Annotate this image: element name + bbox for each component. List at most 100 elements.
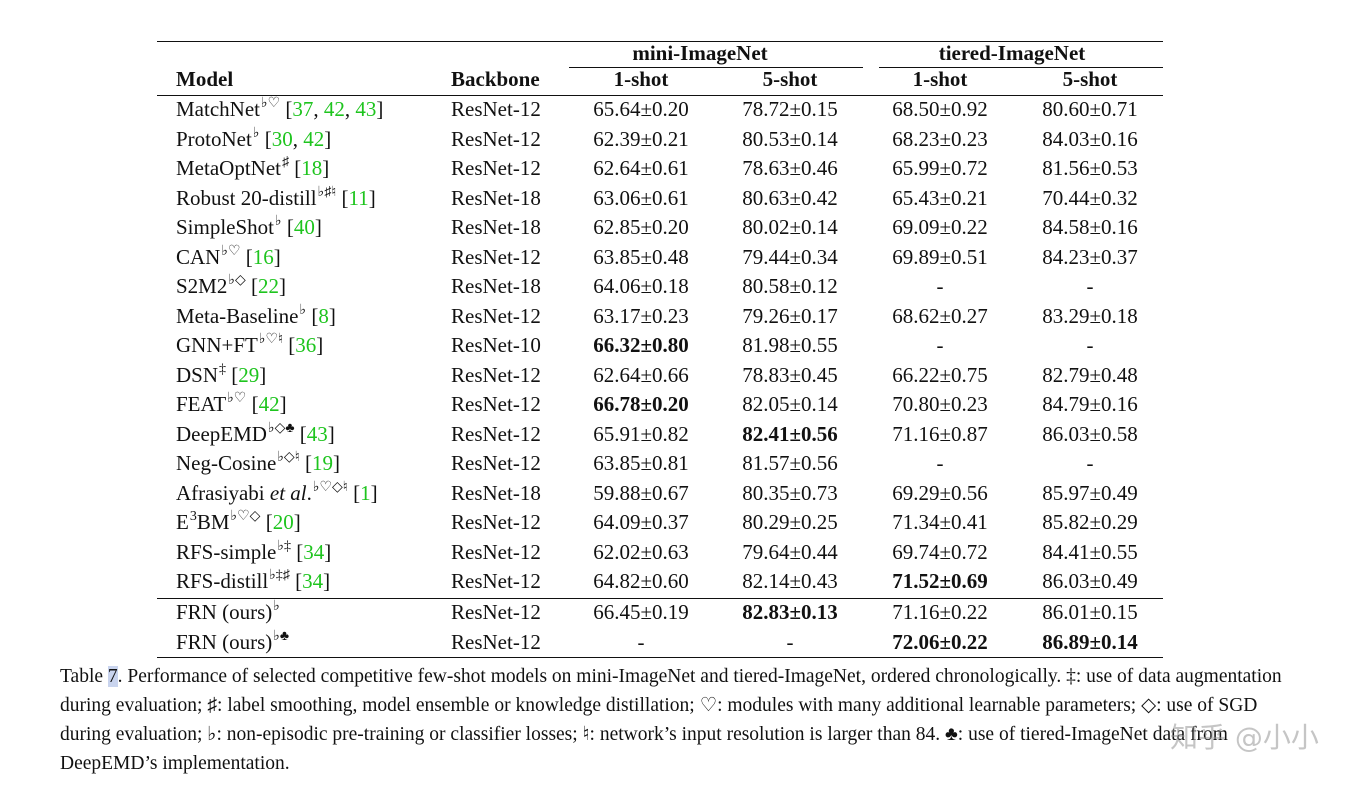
citation-link[interactable]: 20: [272, 510, 294, 534]
accuracy-cell: 66.32±0.80: [593, 333, 689, 357]
model-label: SimpleShot: [176, 215, 275, 239]
accuracy-cell: 84.41±0.55: [1042, 539, 1138, 564]
accuracy-cell: 68.62±0.27: [892, 303, 988, 328]
accuracy-cell: 78.63±0.46: [742, 156, 838, 180]
backbone-cell: ResNet-12: [451, 303, 541, 328]
citation-link[interactable]: 8: [318, 303, 329, 328]
citation-link[interactable]: 36: [295, 333, 317, 357]
citation-link[interactable]: 34: [302, 569, 324, 593]
model-annotation-symbols: ♭: [273, 599, 280, 614]
model-name: DSN‡ [29]: [176, 361, 267, 387]
model-label: FRN (ours): [176, 629, 273, 654]
accuracy-cell: 79.64±0.44: [742, 539, 838, 564]
tiered-cmidrule: [879, 67, 1163, 68]
accuracy-cell: 63.06±0.61: [593, 185, 689, 210]
citation-link[interactable]: 43: [355, 97, 377, 121]
header-backbone: Backbone: [451, 67, 540, 91]
citation-link[interactable]: 22: [257, 274, 279, 298]
accuracy-cell: 62.39±0.21: [593, 126, 689, 151]
backbone-cell: ResNet-12: [451, 629, 541, 654]
accuracy-cell: 62.85±0.20: [593, 215, 689, 239]
citation-link[interactable]: 42: [258, 392, 280, 416]
citation-link[interactable]: 42: [303, 126, 325, 151]
accuracy-cell: 68.23±0.23: [892, 126, 988, 151]
model-name: Meta-Baseline♭ [8]: [176, 302, 336, 328]
header-rule: [157, 95, 1163, 96]
model-name: FEAT♭♡ [42]: [176, 391, 287, 416]
backbone-cell: ResNet-12: [451, 126, 541, 151]
header-tiered-1shot: 1-shot: [912, 67, 968, 91]
citation-link[interactable]: 40: [293, 215, 315, 239]
accuracy-cell: 65.99±0.72: [892, 156, 988, 180]
citation-link[interactable]: 37: [292, 97, 314, 121]
header-mini-5shot: 5-shot: [762, 67, 818, 91]
accuracy-cell: 59.88±0.67: [593, 480, 689, 505]
accuracy-cell: -: [786, 629, 794, 654]
citation-link[interactable]: 16: [252, 244, 274, 269]
model-name: ProtoNet♭ [30, 42]: [176, 125, 332, 151]
accuracy-cell: -: [637, 629, 645, 654]
watermark: 知乎 @小小: [1170, 721, 1319, 754]
model-label-superscript: 3: [189, 509, 197, 524]
accuracy-cell: 65.43±0.21: [892, 185, 988, 210]
accuracy-cell: 86.01±0.15: [1042, 600, 1138, 624]
backbone-cell: ResNet-12: [451, 244, 541, 269]
model-annotation-symbols: ♭‡: [277, 538, 291, 554]
model-name: FRN (ours)♭: [176, 599, 280, 628]
model-label: FRN (ours): [176, 600, 273, 624]
accuracy-cell: 81.57±0.56: [742, 451, 838, 475]
accuracy-cell: 65.91±0.82: [593, 421, 689, 446]
accuracy-cell: 63.17±0.23: [593, 303, 689, 328]
accuracy-cell: 78.72±0.15: [742, 97, 838, 121]
accuracy-cell: 80.29±0.25: [742, 510, 838, 534]
citation-link[interactable]: 30: [271, 126, 293, 151]
backbone-cell: ResNet-12: [451, 392, 541, 416]
accuracy-cell: 66.22±0.75: [892, 362, 988, 387]
citation-link[interactable]: 34: [303, 539, 325, 564]
model-name: FRN (ours)♭♣: [176, 629, 289, 658]
model-name: Robust 20-distill♭♯♮ [11]: [176, 184, 376, 210]
accuracy-cell: 80.35±0.73: [742, 480, 838, 505]
accuracy-cell: 84.03±0.16: [1042, 126, 1138, 151]
accuracy-cell: -: [1086, 333, 1094, 357]
accuracy-cell: 82.79±0.48: [1042, 362, 1138, 387]
backbone-cell: ResNet-18: [451, 274, 541, 298]
citation-link[interactable]: 1: [360, 480, 371, 505]
bottom-rule: [157, 657, 1163, 659]
citation-link[interactable]: 43: [306, 421, 328, 446]
accuracy-cell: 86.03±0.58: [1042, 421, 1138, 446]
citation-link[interactable]: 18: [301, 156, 323, 180]
accuracy-cell: 70.80±0.23: [892, 392, 988, 416]
citation-link[interactable]: 42: [323, 97, 345, 121]
accuracy-cell: 71.16±0.87: [892, 421, 988, 446]
accuracy-cell: 66.45±0.19: [593, 600, 689, 624]
accuracy-cell: 84.79±0.16: [1042, 392, 1138, 416]
accuracy-cell: -: [936, 451, 944, 475]
accuracy-cell: 85.82±0.29: [1042, 510, 1138, 534]
model-annotation-symbols: ♭: [275, 214, 282, 229]
model-annotation-symbols: ♭♡◇: [230, 509, 261, 524]
accuracy-cell: 69.74±0.72: [892, 539, 988, 564]
model-label: RFS-simple: [176, 539, 277, 564]
citation-link[interactable]: 11: [348, 185, 369, 210]
backbone-cell: ResNet-12: [451, 97, 541, 121]
model-label-tail: .: [306, 480, 312, 505]
model-label: DeepEMD: [176, 421, 267, 446]
accuracy-cell: 86.03±0.49: [1042, 569, 1138, 593]
model-label: E: [176, 510, 189, 534]
accuracy-cell: 68.50±0.92: [892, 97, 988, 121]
citation-link[interactable]: 19: [311, 451, 333, 475]
model-annotation-symbols: ♭♡◇♮: [312, 479, 348, 495]
backbone-cell: ResNet-12: [451, 156, 541, 180]
backbone-cell: ResNet-12: [451, 362, 541, 387]
caption-table-number-link[interactable]: 7: [107, 666, 118, 687]
model-label-tail: BM: [196, 510, 230, 534]
model-name: CAN♭♡ [16]: [176, 243, 281, 269]
model-label: Meta-Baseline: [176, 303, 299, 328]
citation-link[interactable]: 29: [238, 362, 260, 387]
backbone-cell: ResNet-18: [451, 215, 541, 239]
accuracy-cell: 71.16±0.22: [892, 600, 988, 624]
model-name: S2M2♭◇ [22]: [176, 273, 286, 298]
model-annotation-symbols: ‡: [219, 361, 227, 377]
accuracy-cell: 69.09±0.22: [892, 215, 988, 239]
